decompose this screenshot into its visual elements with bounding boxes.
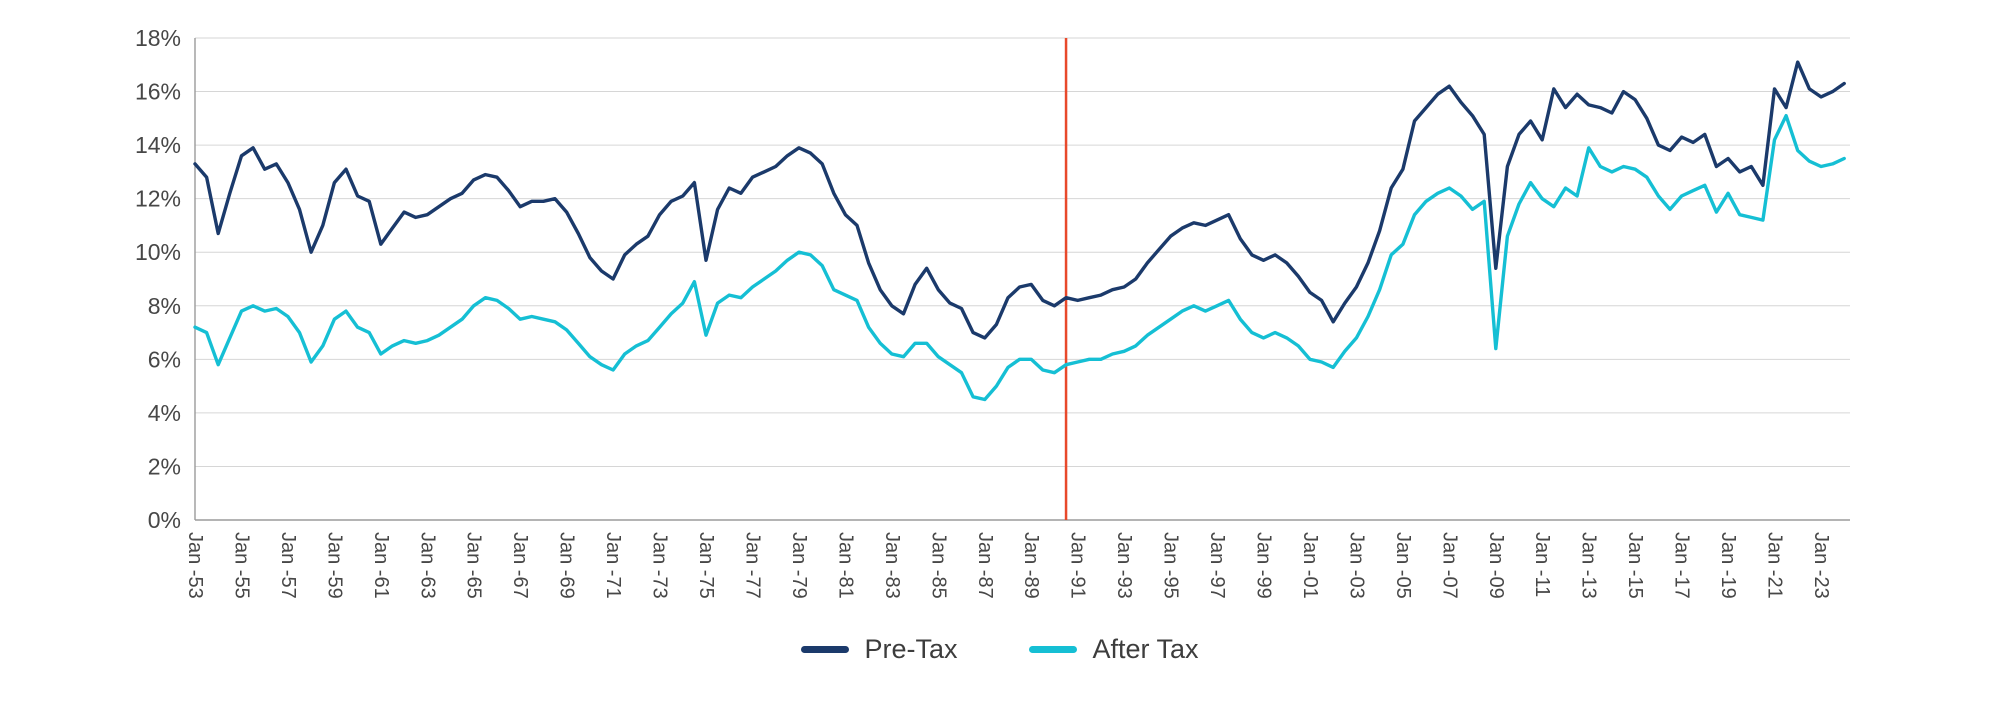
legend: Pre-Tax After Tax <box>0 634 2000 665</box>
x-tick-label: Jan -55 <box>230 532 252 599</box>
x-tick-label: Jan -07 <box>1438 532 1460 599</box>
x-tick-label: Jan -63 <box>416 532 438 599</box>
x-tick-label: Jan -97 <box>1206 532 1228 599</box>
y-tick-label: 14% <box>135 132 181 158</box>
x-tick-label: Jan -81 <box>834 532 856 599</box>
y-tick-label: 10% <box>135 239 181 265</box>
y-tick-label: 4% <box>148 400 181 426</box>
x-tick-label: Jan -69 <box>556 532 578 599</box>
y-tick-label: 12% <box>135 186 181 212</box>
y-tick-label: 0% <box>148 507 181 533</box>
x-tick-label: Jan -91 <box>1067 532 1089 599</box>
x-tick-label: Jan -23 <box>1810 532 1832 599</box>
x-tick-label: Jan -21 <box>1764 532 1786 599</box>
x-tick-label: Jan -15 <box>1624 532 1646 599</box>
x-tick-label: Jan -95 <box>1160 532 1182 599</box>
x-tick-label: Jan -65 <box>463 532 485 599</box>
y-tick-label: 8% <box>148 293 181 319</box>
x-tick-label: Jan -85 <box>927 532 949 599</box>
y-tick-label: 16% <box>135 79 181 105</box>
pre-tax-swatch <box>801 646 850 653</box>
x-tick-label: Jan -03 <box>1345 532 1367 599</box>
x-tick-label: Jan -79 <box>788 532 810 599</box>
after-tax-legend-label: After Tax <box>1092 634 1199 664</box>
x-tick-label: Jan -77 <box>741 532 763 599</box>
x-tick-label: Jan -19 <box>1717 532 1739 599</box>
x-tick-label: Jan -87 <box>974 532 996 599</box>
x-tick-label: Jan -13 <box>1578 532 1600 599</box>
x-tick-label: Jan -73 <box>649 532 671 599</box>
x-tick-label: Jan -01 <box>1299 532 1321 599</box>
x-tick-label: Jan -05 <box>1392 532 1414 599</box>
x-tick-label: Jan -93 <box>1113 532 1135 599</box>
x-tick-label: Jan -09 <box>1485 532 1507 599</box>
chart-canvas: 0% 2% 4% 6% 8% 10% 12% 14% 16% 18% Jan -53 Jan -55 J… <box>135 25 1850 599</box>
x-tick-label: Jan -67 <box>509 532 531 599</box>
x-tick-label: Jan -75 <box>695 532 717 599</box>
x-tick-label: Jan -59 <box>323 532 345 599</box>
x-tick-label: Jan -71 <box>602 532 624 599</box>
pre-tax-line <box>193 60 1846 340</box>
x-tick-label: Jan -99 <box>1252 532 1274 599</box>
legend-item-pre-tax: Pre-Tax <box>801 634 957 665</box>
x-tick-label: Jan -61 <box>370 532 392 599</box>
x-tick-label: Jan -53 <box>184 532 206 599</box>
pre-tax-legend-label: Pre-Tax <box>864 634 958 664</box>
y-tick-label: 2% <box>148 453 181 479</box>
y-tick-label: 18% <box>135 25 181 51</box>
x-tick-label: Jan -11 <box>1531 532 1553 597</box>
legend-item-after-tax: After Tax <box>1029 634 1199 665</box>
x-tick-label: Jan -83 <box>881 532 903 599</box>
after-tax-line <box>193 114 1846 402</box>
x-tick-label: Jan -17 <box>1671 532 1693 599</box>
x-tick-label: Jan -57 <box>277 532 299 599</box>
y-tick-label: 6% <box>148 346 181 372</box>
after-tax-swatch <box>1029 646 1078 653</box>
x-tick-label: Jan -89 <box>1020 532 1042 599</box>
